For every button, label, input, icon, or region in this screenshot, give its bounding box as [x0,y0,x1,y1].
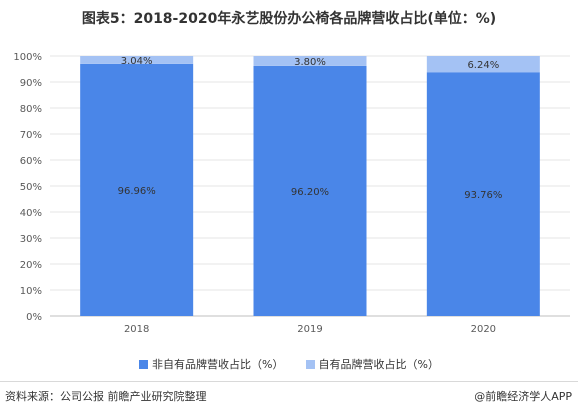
y-tick-label: 100% [13,52,42,63]
legend-label-own-brand: 自有品牌营收占比（%） [318,358,439,371]
y-tick-label: 20% [20,260,42,271]
legend-swatch-own-brand [305,359,315,369]
data-label: 6.24% [467,60,499,71]
stacked-bar-chart: 0% 10% 20% 30% 40% 50% 60% 70% 80% 90% 100% 96.96% 3… [13,52,570,335]
bar-segment [253,65,367,316]
x-tick-label: 2020 [471,324,496,335]
chart-legend: 非自有品牌营收占比（%） 自有品牌营收占比（%） [0,356,578,372]
data-label: 3.04% [121,56,153,67]
y-tick-label: 50% [20,182,42,193]
legend-label-non-own-brand: 非自有品牌营收占比（%） [152,358,284,371]
bar-segment [426,56,540,73]
y-tick-label: 70% [20,130,42,141]
chart-title: 图表5：2018-2020年永艺股份办公椅各品牌营收占比(单位：%) [81,11,497,27]
footer-divider [0,381,578,382]
data-label: 3.80% [294,57,326,68]
legend-item-own-brand: 自有品牌营收占比（%） [305,356,439,372]
x-tick-label: 2019 [297,324,322,335]
legend-swatch-non-own-brand [139,359,149,369]
credit-note: @前瞻经济学人APP [474,390,572,403]
bar-segment [80,63,194,317]
y-tick-label: 30% [20,234,42,245]
data-label: 96.96% [118,186,156,197]
bar-segment [426,72,540,316]
source-note: 资料来源：公司公报 前瞻产业研究院整理 [5,390,207,403]
bar-segment [80,56,194,64]
y-tick-label: 0% [26,312,42,323]
y-tick-label: 40% [20,208,42,219]
y-tick-label: 10% [20,286,42,297]
data-label: 96.20% [291,187,329,198]
y-tick-label: 90% [20,78,42,89]
y-tick-label: 60% [20,156,42,167]
bar-segment [253,56,367,66]
y-tick-label: 80% [20,104,42,115]
legend-item-non-own-brand: 非自有品牌营收占比（%） [139,356,284,372]
data-label: 93.76% [464,190,502,201]
x-tick-label: 2018 [124,324,149,335]
